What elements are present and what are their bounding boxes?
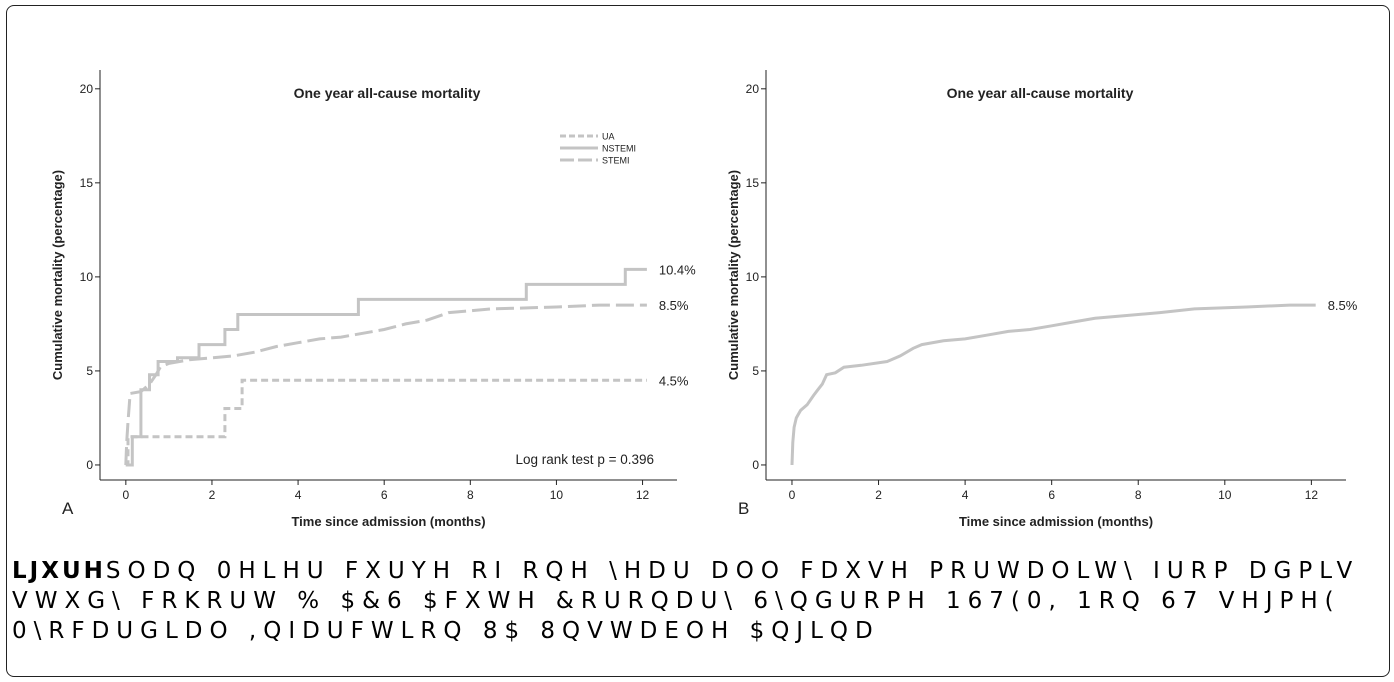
panel-b: 0 5 10 15 20 0 2 4 6 8 10 12 One year all-cause mort… [726, 70, 1358, 529]
chart-title: One year all-cause mortality [294, 85, 481, 101]
y-axis-label: Cumulative mortality (percentage) [50, 170, 65, 380]
x-tick-label: 4 [295, 488, 302, 502]
caption-line-2: VWXG\ FRKRUW % $&6 $FXWH &RURQDU\ 6\QGUR… [12, 586, 1392, 616]
legend-label: STEMI [602, 156, 630, 166]
y-tick-label: 20 [80, 82, 94, 96]
legend-label: UA [602, 132, 615, 142]
caption-line-1-text: SODQ 0HLHU FXUYH RI RQH \HDU DOO FDXVH P… [105, 558, 1360, 584]
end-label-nstemi: 10.4% [659, 262, 696, 277]
y-tick-label: 15 [746, 176, 760, 190]
panel-a: 0 5 10 15 20 0 2 4 6 8 10 12 One year all-cause mort… [50, 70, 696, 529]
x-tick-label: 2 [875, 488, 882, 502]
chart-title: One year all-cause mortality [947, 85, 1134, 101]
end-label-stemi: 8.5% [659, 298, 689, 313]
y-tick-label: 5 [86, 364, 93, 378]
y-tick-label: 0 [752, 458, 759, 472]
legend-label: NSTEMI [602, 144, 636, 154]
x-tick-label: 0 [789, 488, 796, 502]
x-tick-label: 2 [209, 488, 216, 502]
x-axis-label: Time since admission (months) [959, 514, 1153, 529]
caption-bold-prefix: LJXUH [12, 558, 106, 584]
series-line-all [790, 303, 1316, 466]
series-line-ua [125, 378, 647, 467]
legend: UA NSTEMI STEMI [560, 132, 636, 166]
caption-line-3: 0\RFDUGLDO ,QIDUFWLRQ 8$ 8QVWDEOH $QJLQD [12, 616, 1392, 646]
caption-line-3-text: 0\RFDUGLDO ,QIDUFWLRQ 8$ 8QVWDEOH $QJLQD [12, 618, 880, 644]
end-label-all: 8.5% [1328, 298, 1358, 313]
y-tick-label: 5 [752, 364, 759, 378]
y-axis-label: Cumulative mortality (percentage) [726, 170, 741, 380]
x-tick-label: 12 [1305, 488, 1319, 502]
x-tick-label: 8 [467, 488, 474, 502]
series-line-nstemi [125, 267, 647, 467]
y-tick-label: 10 [80, 270, 94, 284]
figure-caption: LJXUHSODQ 0HLHU FXUYH RI RQH \HDU DOO FD… [12, 556, 1392, 646]
panel-label: A [62, 499, 74, 518]
x-tick-label: 0 [122, 488, 129, 502]
panel-label: B [738, 499, 749, 518]
x-tick-label: 4 [962, 488, 969, 502]
stat-annotation: Log rank test p = 0.396 [516, 452, 654, 467]
x-tick-label: 8 [1135, 488, 1142, 502]
figure-frame [6, 5, 1390, 677]
caption-line-1: LJXUHSODQ 0HLHU FXUYH RI RQH \HDU DOO FD… [12, 556, 1392, 586]
series-line-stemi [124, 303, 647, 466]
y-tick-label: 20 [746, 82, 760, 96]
end-label-ua: 4.5% [659, 373, 689, 388]
y-tick-label: 15 [80, 176, 94, 190]
y-tick-label: 0 [86, 458, 93, 472]
y-tick-label: 10 [746, 270, 760, 284]
x-axis-label: Time since admission (months) [291, 514, 485, 529]
x-tick-label: 6 [381, 488, 388, 502]
x-tick-label: 10 [1218, 488, 1232, 502]
x-tick-label: 12 [636, 488, 650, 502]
x-tick-label: 6 [1048, 488, 1055, 502]
x-tick-label: 10 [550, 488, 564, 502]
caption-line-2-text: VWXG\ FRKRUW % $&6 $FXWH &RURQDU\ 6\QGUR… [12, 588, 1341, 614]
